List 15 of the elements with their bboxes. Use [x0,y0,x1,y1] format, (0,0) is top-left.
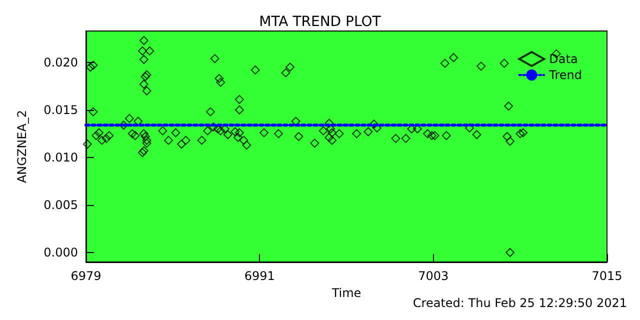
y-tick-label: 0.005 [44,198,78,212]
y-tick-label: 0.010 [44,150,78,164]
x-axis-title: Time [330,286,362,300]
legend-label: Data [549,52,578,66]
x-tick-label: 6979 [70,269,102,283]
x-tick-label: 7003 [418,269,449,283]
y-tick-label: 0.015 [44,102,78,117]
y-tick-label: 0.020 [44,55,78,70]
chart-title: MTA TREND PLOT [259,14,382,30]
legend-label: Trend [548,68,582,82]
x-tick-label: 6991 [244,269,275,283]
y-axis-title: ANGZNEA_2 [15,110,29,184]
x-tick-label: 7015 [592,269,622,283]
text: Created: Thu Feb 25 12:29:50 2021 [412,296,628,310]
y-tick-label: 0.000 [44,245,78,260]
